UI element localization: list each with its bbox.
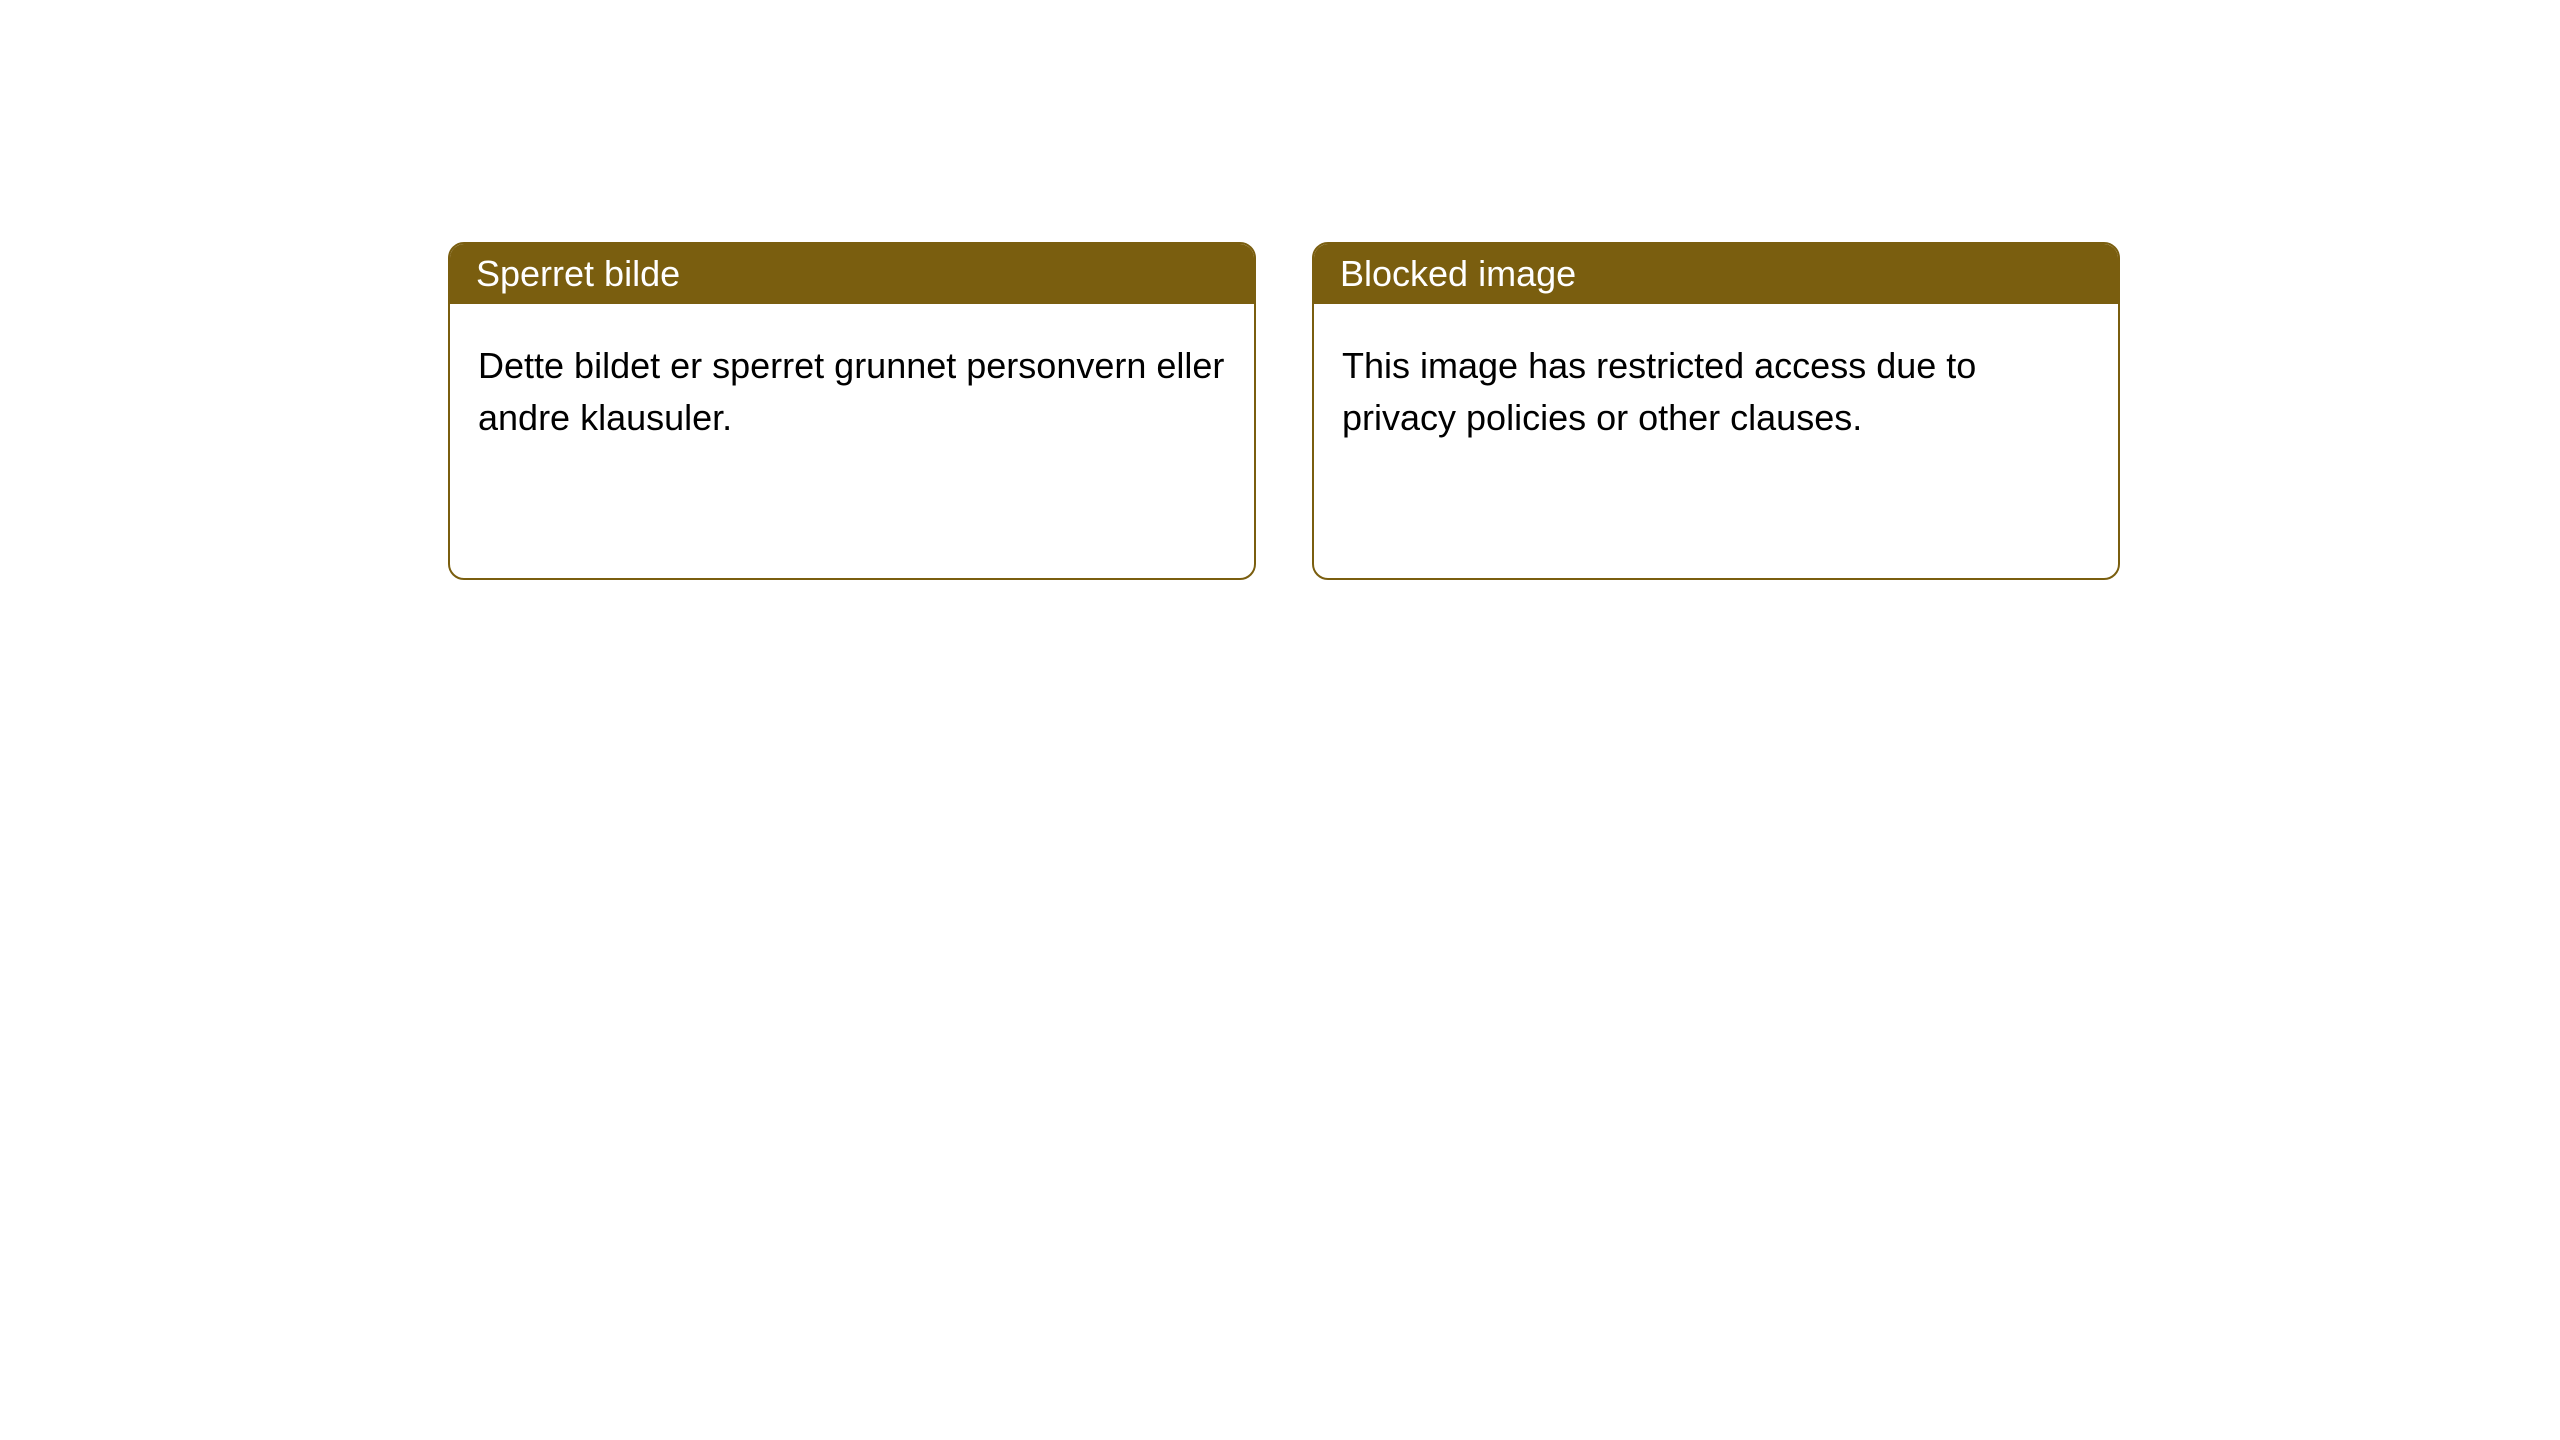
blocked-image-card-en: Blocked image This image has restricted … bbox=[1312, 242, 2120, 580]
blocked-image-card-no: Sperret bilde Dette bildet er sperret gr… bbox=[448, 242, 1256, 580]
notice-card-container: Sperret bilde Dette bildet er sperret gr… bbox=[0, 0, 2560, 580]
card-title-en: Blocked image bbox=[1340, 253, 1576, 295]
card-title-no: Sperret bilde bbox=[476, 253, 680, 295]
card-message-en: This image has restricted access due to … bbox=[1342, 345, 1976, 438]
card-message-no: Dette bildet er sperret grunnet personve… bbox=[478, 345, 1224, 438]
card-header-en: Blocked image bbox=[1314, 244, 2118, 304]
card-body-en: This image has restricted access due to … bbox=[1314, 304, 2118, 480]
card-header-no: Sperret bilde bbox=[450, 244, 1254, 304]
card-body-no: Dette bildet er sperret grunnet personve… bbox=[450, 304, 1254, 480]
